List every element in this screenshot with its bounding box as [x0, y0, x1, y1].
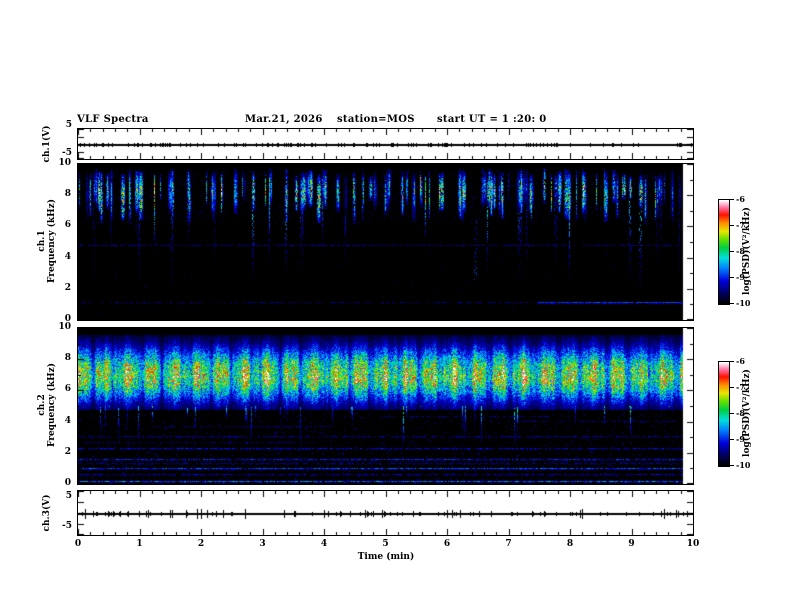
panel-ch3-waveform — [77, 490, 694, 536]
ytick-ch3v-5: 5 — [65, 491, 72, 501]
ytick-ch2_spec-4: 4 — [64, 415, 71, 426]
colorbar-tick--7: -7 — [736, 220, 745, 230]
xtick-4: 4 — [320, 539, 328, 549]
ytick-ch2_spec-8: 8 — [64, 353, 71, 364]
xtick-10: 10 — [686, 539, 700, 549]
colorbar-tick-mark — [730, 439, 734, 440]
colorbar-tick--7: -7 — [736, 382, 745, 392]
ytick-ch2_spec-0: 0 — [64, 478, 71, 488]
ytick-ch2_spec-10: 10 — [58, 322, 71, 332]
ytick-ch1_spec-10: 10 — [58, 158, 71, 168]
colorbar-tick-mark — [730, 465, 734, 466]
plot-date: Mar.21, 2026 — [245, 114, 323, 125]
colorbar-tick-mark — [730, 277, 734, 278]
xtick-9: 9 — [628, 539, 635, 549]
xtick-2: 2 — [197, 539, 205, 549]
colorbar-tick-mark — [730, 387, 734, 388]
colorbar-ch1 — [718, 199, 730, 305]
ytick-ch1_spec-0: 0 — [64, 314, 71, 324]
xtick-6: 6 — [443, 539, 451, 549]
ytick-ch1v-neg5: -5 — [62, 148, 72, 158]
xtick-5: 5 — [382, 539, 389, 549]
panel-ch1-waveform — [77, 128, 694, 160]
axis-title-x-text: Time (min) — [357, 552, 415, 562]
colorbar-tick-mark — [730, 199, 734, 200]
plot-station: station=MOS — [337, 114, 415, 125]
plot-start-ut: start UT = 1 :20: 0 — [437, 114, 547, 125]
colorbar-tick-mark — [730, 413, 734, 414]
ytick-ch3v-neg5: -5 — [62, 521, 72, 531]
panel-ch1-spectrogram — [77, 163, 694, 321]
colorbar-tick-mark — [730, 361, 734, 362]
ytick-ch2_spec-6: 6 — [64, 384, 71, 395]
xtick-8: 8 — [566, 539, 574, 549]
colorbar-tick-mark — [730, 225, 734, 226]
colorbar-tick--6: -6 — [736, 356, 745, 366]
xtick-3: 3 — [259, 539, 266, 549]
ytick-ch1v-5: 5 — [65, 120, 72, 130]
xtick-0: 0 — [74, 539, 82, 549]
ytick-ch1_spec-4: 4 — [64, 251, 71, 262]
xtick-7: 7 — [505, 539, 512, 549]
ytick-ch1_spec-2: 2 — [64, 282, 71, 293]
plot-title: VLF Spectra — [77, 114, 149, 125]
colorbar-tick--6: -6 — [736, 194, 745, 204]
panel-ch2-spectrogram — [77, 327, 694, 485]
ytick-ch1_spec-8: 8 — [64, 189, 71, 200]
colorbar-tick--10: -10 — [736, 460, 751, 470]
colorbar-tick--10: -10 — [736, 298, 751, 308]
colorbar-tick--8: -8 — [736, 408, 745, 418]
colorbar-ch2 — [718, 361, 730, 467]
colorbar-tick--9: -9 — [736, 434, 745, 444]
colorbar-tick--8: -8 — [736, 246, 745, 256]
colorbar-tick-mark — [730, 303, 734, 304]
colorbar-tick-mark — [730, 251, 734, 252]
ytick-ch1_spec-6: 6 — [64, 220, 71, 231]
colorbar-tick--9: -9 — [736, 272, 745, 282]
ytick-ch2_spec-2: 2 — [64, 446, 71, 457]
axis-title-x: Time (min) — [0, 552, 792, 562]
xtick-1: 1 — [136, 539, 143, 549]
